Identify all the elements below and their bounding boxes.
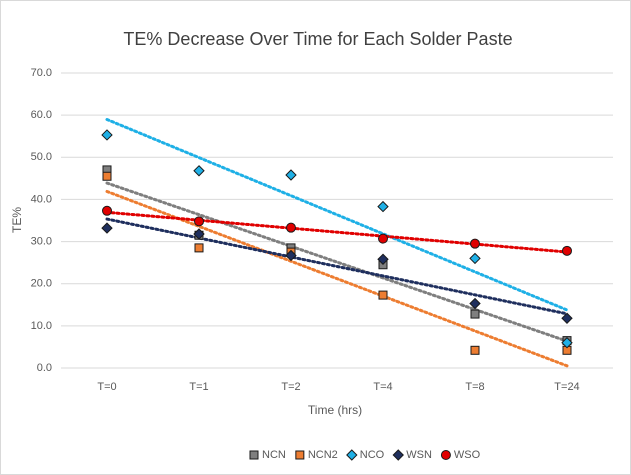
legend-marker — [392, 449, 404, 461]
marker — [285, 169, 297, 181]
legend-label: NCN — [262, 449, 286, 461]
trendline — [105, 210, 569, 254]
marker — [470, 309, 480, 319]
marker — [194, 243, 204, 253]
trendline — [105, 217, 569, 316]
x-axis-label: Time (hrs) — [308, 403, 362, 417]
marker — [469, 252, 481, 265]
x-tick-label: T=1 — [189, 381, 208, 393]
legend-item: WSO — [440, 449, 481, 461]
legend-label: WSN — [406, 449, 432, 461]
marker — [561, 312, 573, 324]
marker — [470, 238, 480, 249]
marker — [378, 233, 388, 244]
trendline — [105, 117, 569, 312]
y-tick-label: 20.0 — [31, 278, 52, 290]
trendline — [105, 189, 569, 368]
marker — [193, 228, 205, 240]
marker — [561, 337, 573, 349]
y-tick-label: 0.0 — [37, 362, 52, 374]
legend-label: WSO — [454, 449, 481, 461]
y-tick-label: 50.0 — [31, 151, 52, 163]
y-tick-label: 40.0 — [31, 193, 52, 205]
marker — [101, 129, 113, 141]
legend-marker — [295, 450, 305, 460]
marker — [102, 171, 112, 181]
x-tick-label: T=2 — [281, 381, 300, 393]
marker — [102, 205, 112, 216]
marker — [193, 165, 205, 177]
chart-title: TE% Decrease Over Time for Each Solder P… — [123, 29, 512, 49]
y-tick-label: 30.0 — [31, 235, 52, 247]
marker — [562, 245, 572, 256]
y-tick-label: 10.0 — [31, 320, 52, 332]
trendline — [105, 181, 569, 343]
x-tick-label: T=24 — [554, 381, 579, 393]
marker — [286, 222, 296, 233]
marker — [101, 222, 113, 234]
x-tick-label: T=8 — [465, 381, 484, 393]
marker — [377, 253, 389, 265]
marker — [285, 249, 297, 262]
marker — [377, 200, 389, 213]
legend-label: NCO — [360, 449, 385, 461]
x-tick-label: T=4 — [373, 381, 392, 393]
legend-marker — [346, 449, 358, 461]
marker — [469, 297, 481, 310]
legend-item: NCN2 — [295, 449, 338, 461]
y-tick-label: 70.0 — [31, 67, 52, 79]
y-axis-label: TE% — [10, 207, 24, 233]
legend-marker — [440, 450, 451, 460]
legend-item: WSN — [392, 449, 432, 461]
legend-item: NCN — [249, 449, 286, 461]
x-tick-label: T=0 — [97, 381, 116, 393]
legend-marker — [249, 450, 259, 460]
y-tick-label: 60.0 — [31, 109, 52, 121]
legend-item: NCO — [346, 449, 385, 461]
marker — [470, 345, 480, 355]
legend-label: NCN2 — [308, 449, 338, 461]
marker — [378, 290, 388, 300]
marker — [194, 216, 204, 227]
